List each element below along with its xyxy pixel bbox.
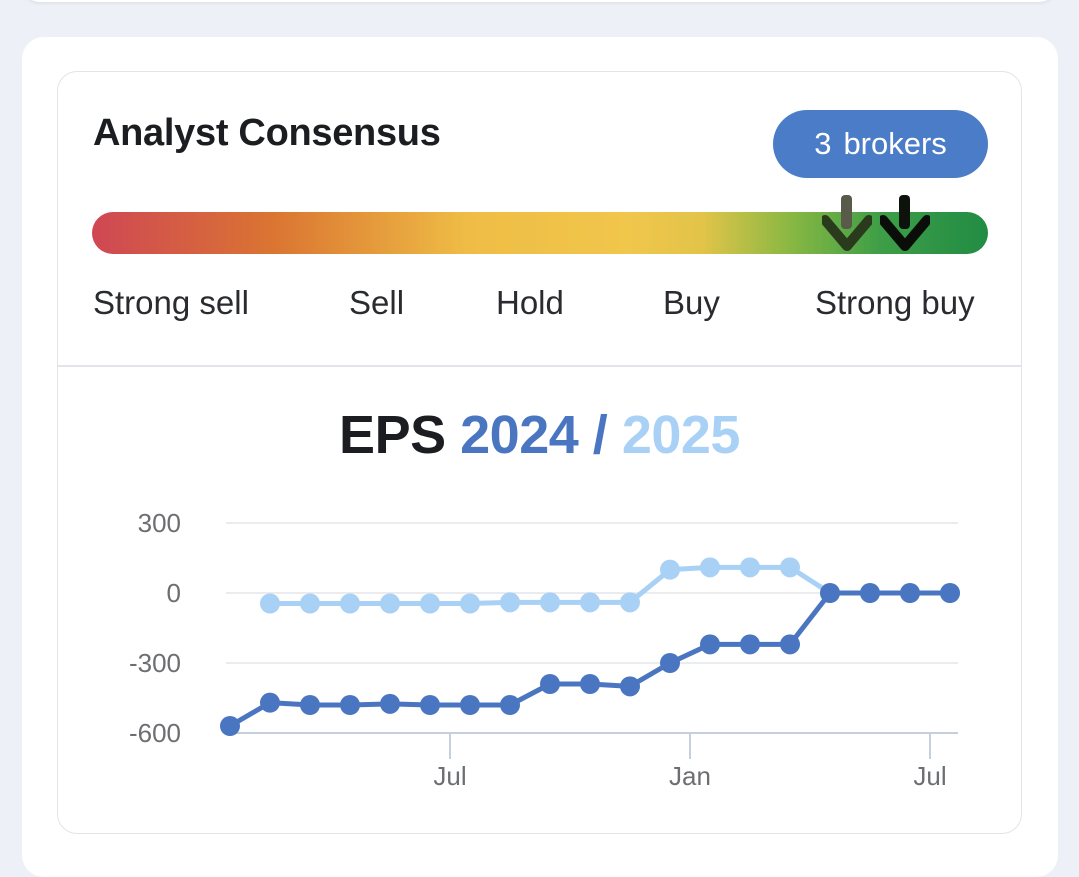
eps-year-2025: 2025 <box>621 405 741 465</box>
scale-label-strong-sell: Strong sell <box>93 284 249 321</box>
data-point-2025 <box>420 593 440 614</box>
eps-separator: / <box>592 405 608 465</box>
data-point-2025 <box>300 593 320 614</box>
data-point-2025 <box>500 592 520 613</box>
y-tick-label: -600 <box>129 718 181 748</box>
x-tick-label: Jul <box>433 761 466 791</box>
data-point-2024 <box>380 693 400 714</box>
x-tick-label: Jan <box>669 761 711 791</box>
data-point-2025 <box>780 557 800 578</box>
scale-label-buy: Buy <box>663 284 720 321</box>
analyst-inner-card <box>57 71 1022 834</box>
previous-rating-arrow-icon <box>821 195 872 251</box>
data-point-2024 <box>900 583 920 603</box>
data-point-2024 <box>580 674 600 694</box>
y-tick-label: -300 <box>129 648 181 678</box>
eps-year-2024: 2024 <box>460 405 579 465</box>
eps-title-prefix: EPS <box>339 405 446 465</box>
data-point-2024 <box>940 583 960 603</box>
scale-label-sell: Sell <box>349 284 405 321</box>
data-point-2024 <box>300 695 320 715</box>
data-point-2025 <box>620 592 640 613</box>
data-point-2025 <box>740 557 760 578</box>
data-point-2025 <box>700 557 720 578</box>
data-point-2024 <box>540 674 560 694</box>
data-point-2024 <box>220 716 240 736</box>
previous-card <box>22 0 1057 2</box>
current-rating-arrow-icon <box>880 195 931 251</box>
data-point-2024 <box>820 583 840 603</box>
data-point-2024 <box>340 695 360 715</box>
data-point-2025 <box>460 593 480 614</box>
x-tick-label: Jul <box>913 761 946 791</box>
data-point-2025 <box>380 593 400 614</box>
series-line-2024 <box>227 590 953 729</box>
y-tick-label: 0 <box>167 578 181 608</box>
data-point-2025 <box>260 593 280 614</box>
data-point-2024 <box>860 583 880 603</box>
data-point-2024 <box>460 695 480 715</box>
data-point-2025 <box>660 559 680 580</box>
scale-label-strong-buy: Strong buy <box>815 284 975 321</box>
y-tick-label: 300 <box>138 508 181 538</box>
eps-title: EPS 2024 / 2025 <box>0 404 1079 466</box>
series-line-2025 <box>267 564 953 606</box>
data-point-2024 <box>700 634 720 655</box>
data-point-2025 <box>540 592 560 613</box>
eps-chart: 300 0 -300 -600 Jul Jan Jul <box>129 508 960 791</box>
data-point-2024 <box>660 653 680 673</box>
broker-label: brokers <box>843 126 947 161</box>
data-point-2024 <box>780 634 800 655</box>
broker-count: 3 <box>814 126 832 161</box>
data-point-2024 <box>500 695 520 715</box>
data-point-2024 <box>620 676 640 697</box>
data-point-2025 <box>580 592 600 613</box>
brokers-badge[interactable]: 3 brokers <box>773 110 988 178</box>
section-divider <box>58 365 1021 367</box>
data-point-2024 <box>260 692 280 713</box>
consensus-title: Analyst Consensus <box>93 112 441 154</box>
data-point-2024 <box>740 634 760 655</box>
data-point-2025 <box>340 593 360 614</box>
scale-label-hold: Hold <box>496 284 564 321</box>
data-point-2024 <box>420 695 440 715</box>
